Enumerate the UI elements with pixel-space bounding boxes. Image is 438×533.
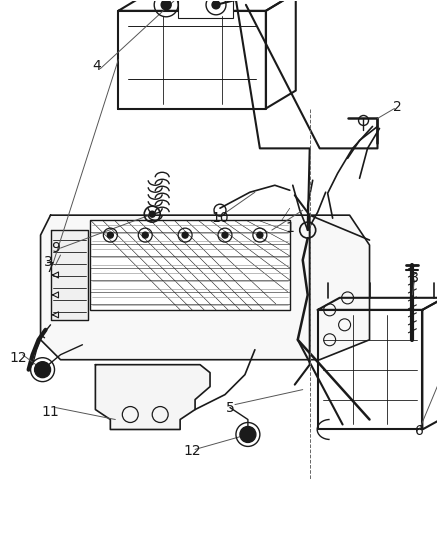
Polygon shape [50,230,88,320]
Text: 6: 6 [415,424,424,439]
Text: 4: 4 [92,59,101,72]
Circle shape [182,232,188,238]
Text: 11: 11 [42,405,60,418]
Bar [90,220,290,310]
Text: 1: 1 [285,221,294,235]
Polygon shape [95,365,210,430]
Circle shape [222,232,228,238]
Polygon shape [41,215,370,360]
Circle shape [149,211,155,217]
Circle shape [142,232,148,238]
Circle shape [107,232,113,238]
Text: 9: 9 [51,241,60,255]
Circle shape [161,0,171,10]
Circle shape [212,1,220,9]
Bar [178,0,233,18]
Circle shape [257,232,263,238]
Text: 12: 12 [183,445,201,458]
Text: 3: 3 [44,255,53,269]
Text: 10: 10 [211,211,229,225]
Text: 7: 7 [46,261,55,275]
Text: 2: 2 [393,100,402,114]
Text: 12: 12 [10,351,28,365]
Text: 5: 5 [226,401,234,415]
Circle shape [240,426,256,442]
Text: 8: 8 [410,271,419,285]
Circle shape [35,362,50,378]
